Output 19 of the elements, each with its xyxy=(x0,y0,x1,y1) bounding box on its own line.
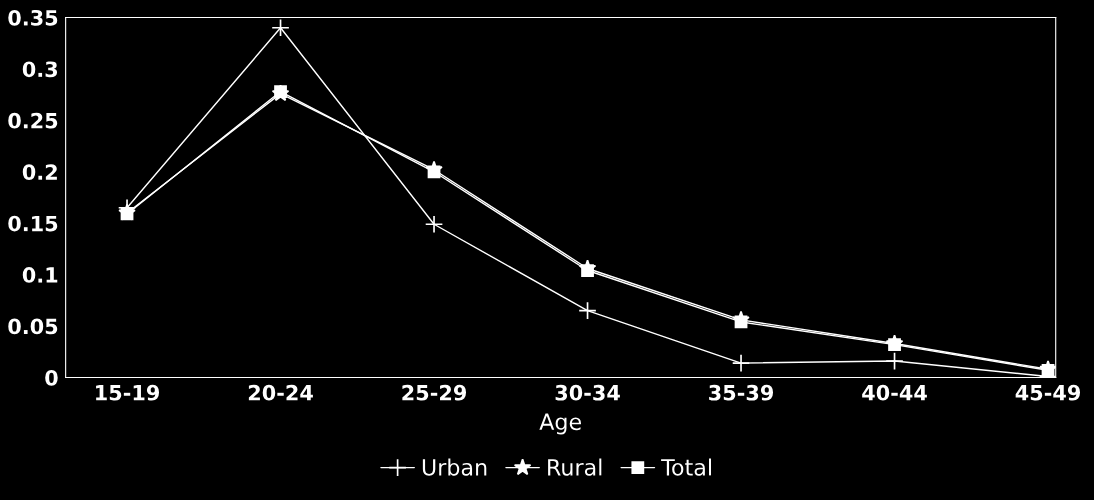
y-tick-label: 0.35 xyxy=(8,9,58,26)
x-tick-label: 15-19 xyxy=(96,384,160,401)
legend-label: Total xyxy=(661,458,711,476)
x-axis-title: Age xyxy=(539,413,581,435)
x-tick-label: 30-34 xyxy=(555,384,620,401)
y-tick-label: 0.3 xyxy=(22,61,58,78)
y-tick-label: 0.05 xyxy=(8,318,58,335)
x-tick-label: 40-44 xyxy=(862,384,927,401)
y-tick-label: 0 xyxy=(45,369,58,386)
y-tick-label: 0.15 xyxy=(8,215,58,232)
x-tick-label: 20-24 xyxy=(248,384,313,401)
x-tick-label: 45-49 xyxy=(1015,384,1081,401)
legend-label: Urban xyxy=(422,458,487,476)
legend-label: Rural xyxy=(548,458,602,476)
y-tick-label: 0.2 xyxy=(22,164,57,180)
y-tick-label: 0.1 xyxy=(22,267,58,283)
y-tick-label: 0.25 xyxy=(8,112,58,129)
x-tick-label: 25-29 xyxy=(402,384,467,401)
x-tick-label: 35-39 xyxy=(709,384,774,401)
